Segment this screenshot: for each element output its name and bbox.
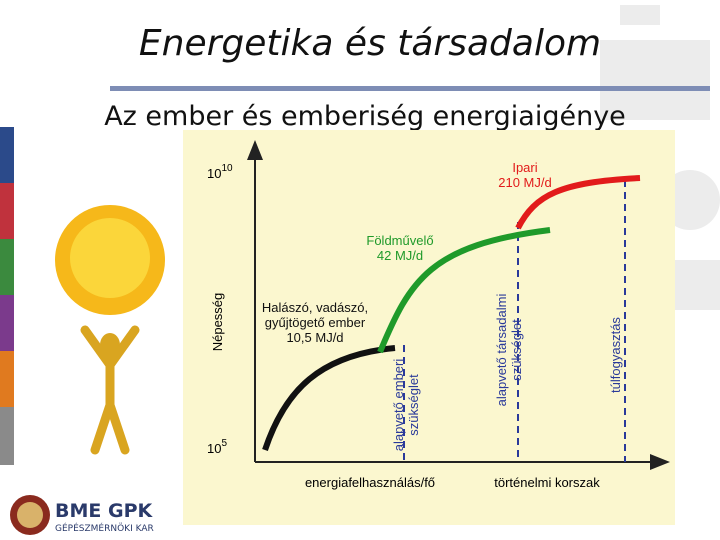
label-line: Ipari bbox=[512, 160, 537, 175]
y-bottom-label: 105 bbox=[207, 438, 227, 456]
threshold-label: túlfogyasztás bbox=[608, 317, 623, 393]
stage-label: Földművelő 42 MJ/d bbox=[366, 233, 433, 263]
threshold-lines bbox=[403, 180, 626, 462]
x-label: energiafelhasználás/fő bbox=[305, 475, 435, 490]
logo-faculty: GÉPÉSZMÉRNÖKI KAR bbox=[55, 522, 154, 534]
y-top-label: 1010 bbox=[207, 163, 233, 181]
stripe bbox=[0, 183, 14, 239]
exp: 10 bbox=[221, 163, 233, 174]
logo: BME GPK GÉPÉSZMÉRNÖKI KAR bbox=[10, 495, 154, 535]
title-rule bbox=[110, 86, 710, 91]
stripe bbox=[0, 407, 14, 465]
label-line: Halászó, vadászó, bbox=[262, 300, 368, 315]
label-line: alapvető társadalmi bbox=[494, 294, 509, 407]
label-line: szükséglet bbox=[406, 374, 421, 436]
label-line: gyűjtögető ember bbox=[265, 315, 366, 330]
base: 10 bbox=[207, 441, 221, 456]
stripe bbox=[0, 351, 14, 407]
label-line: Földművelő bbox=[366, 233, 433, 248]
label-line: 10,5 MJ/d bbox=[286, 330, 343, 345]
y-axis-label: Népesség bbox=[210, 293, 225, 352]
curve-industrial bbox=[515, 175, 641, 230]
label-line: 210 MJ/d bbox=[498, 175, 551, 190]
threshold-label: alapvető emberiszükséglet bbox=[391, 359, 421, 452]
label-line: 42 MJ/d bbox=[377, 248, 423, 263]
title: Energetika és társadalom bbox=[139, 23, 601, 64]
x-label: történelmi korszak bbox=[494, 475, 600, 490]
subtitle: Az ember és emberiség energiaigénye bbox=[104, 101, 626, 132]
logo-name: BME GPK bbox=[55, 500, 154, 522]
exp: 5 bbox=[221, 438, 227, 449]
sun-illustration bbox=[55, 205, 165, 455]
diagram-panel bbox=[183, 130, 675, 525]
stage-label: Halászó, vadászó, gyűjtögető ember 10,5 MJ… bbox=[262, 300, 368, 345]
label-line: szükséglet bbox=[509, 319, 524, 381]
stripe bbox=[0, 239, 14, 295]
stage-label: Ipari 210 MJ/d bbox=[498, 160, 551, 190]
base: 10 bbox=[207, 166, 221, 181]
threshold-label: alapvető társadalmiszükséglet bbox=[494, 294, 524, 407]
stripe bbox=[0, 127, 14, 183]
curve-farmer bbox=[377, 227, 551, 354]
label-line: túlfogyasztás bbox=[608, 317, 623, 393]
curve-hunter bbox=[262, 345, 396, 451]
stripe bbox=[0, 295, 14, 351]
label-line: alapvető emberi bbox=[391, 359, 406, 452]
